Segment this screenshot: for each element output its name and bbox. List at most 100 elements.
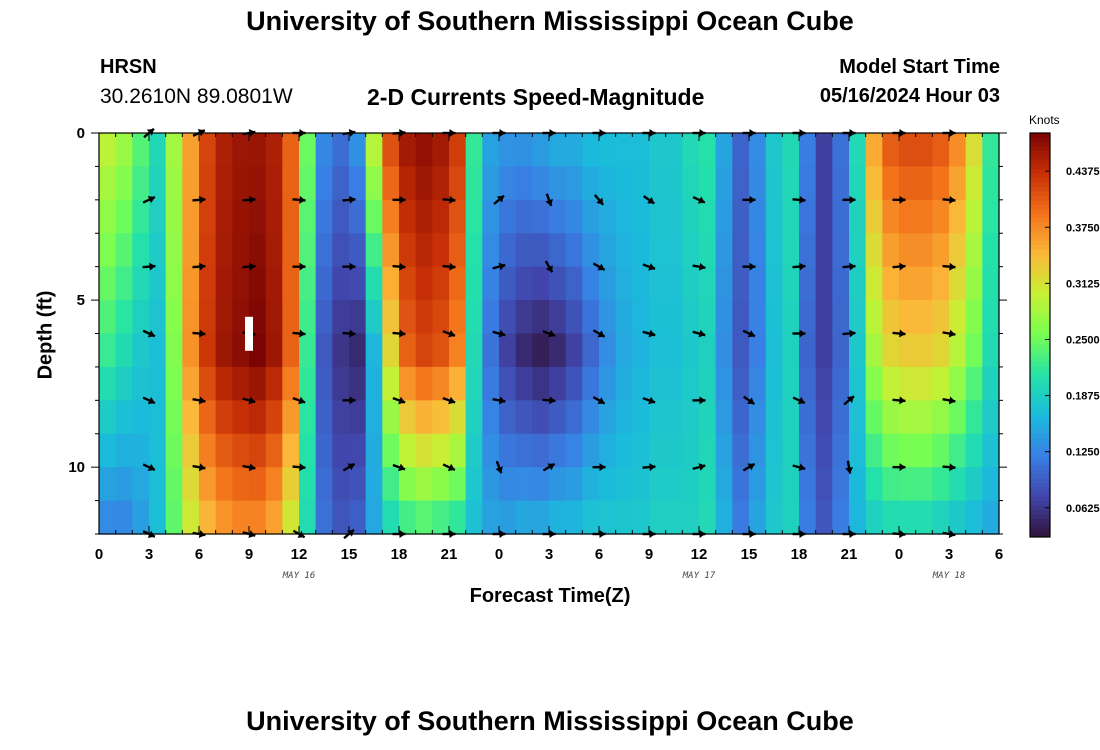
heatmap-cell — [115, 366, 133, 401]
chart-axes: 0 3 6 9 12 15 18 21 0 3 6 9 12 15 18 21 0 3 6 0 5 10 MAY 16 MAY… — [68, 125, 1007, 581]
heatmap-cell — [515, 500, 533, 535]
heatmap-cell — [449, 467, 467, 502]
heatmap-cell — [715, 400, 733, 435]
heatmap-cell — [865, 300, 883, 335]
current-vector — [842, 195, 856, 204]
heatmap-cell — [582, 400, 600, 435]
heatmap-cell — [649, 500, 667, 535]
heatmap-cell — [382, 199, 400, 234]
heatmap-cell — [115, 166, 133, 201]
heatmap-cell — [915, 467, 933, 502]
colorbar-segment — [1030, 254, 1050, 260]
vector-head — [198, 463, 206, 472]
vector-head — [747, 330, 755, 338]
current-vector — [843, 395, 855, 406]
colorbar-segment — [1030, 141, 1050, 147]
colorbar-segment — [1030, 343, 1050, 349]
heatmap-cell — [699, 467, 717, 502]
current-vector — [192, 396, 206, 405]
colorbar-segment — [1030, 213, 1050, 219]
heatmap-cell — [732, 433, 750, 468]
heatmap-cell — [132, 133, 150, 168]
heatmap-cell — [465, 233, 483, 268]
heatmap-cell — [432, 366, 450, 401]
vector-head — [398, 396, 406, 405]
current-vector — [442, 463, 456, 472]
vector-head — [747, 463, 755, 471]
vector-head — [747, 397, 755, 405]
heatmap-cell — [632, 366, 650, 401]
heatmap-cell — [832, 500, 850, 535]
heatmap-cell — [199, 233, 217, 268]
heatmap-cell — [665, 233, 683, 268]
heatmap-cell — [199, 133, 217, 168]
heatmap-cell — [499, 400, 517, 435]
heatmap-cell — [849, 467, 867, 502]
current-vector — [692, 262, 706, 271]
heatmap-cell — [549, 199, 567, 234]
heatmap-cell — [699, 266, 717, 301]
heatmap-cell — [532, 333, 550, 368]
colorbar-frame — [1029, 132, 1051, 538]
heatmap-cell — [799, 133, 817, 168]
current-vector — [192, 195, 206, 204]
heatmap-cell — [932, 266, 950, 301]
heatmap-cell — [899, 233, 917, 268]
heatmap-cell — [349, 166, 367, 201]
heatmap-cell — [232, 166, 250, 201]
heatmap-cell — [632, 400, 650, 435]
vector-head — [596, 197, 604, 205]
page-title: University of Southern Mississippi Ocean… — [246, 6, 854, 36]
heatmap-cell — [799, 333, 817, 368]
heatmap-cell — [549, 266, 567, 301]
heatmap-cell — [699, 400, 717, 435]
heatmap-cell — [599, 166, 617, 201]
heatmap-cell — [115, 467, 133, 502]
heatmap-cell — [415, 500, 433, 535]
heatmap-cell — [682, 433, 700, 468]
current-vector — [642, 329, 656, 338]
current-vector — [495, 460, 503, 474]
heatmap-cell — [232, 500, 250, 535]
heatmap-cell — [349, 233, 367, 268]
heatmap-cell — [732, 199, 750, 234]
current-vector — [442, 195, 456, 204]
colorbar-tick-label: 0.2500 — [1066, 334, 1100, 346]
colorbar-segment — [1030, 330, 1050, 336]
heatmap-cell — [399, 500, 417, 535]
heatmap-cell — [849, 199, 867, 234]
heatmap-cell — [649, 333, 667, 368]
heatmap-cell — [565, 467, 583, 502]
heatmap-cell — [332, 233, 350, 268]
heatmap-cell — [132, 400, 150, 435]
heatmap-cell — [132, 266, 150, 301]
heatmap-cell — [482, 433, 500, 468]
colorbar-segment — [1030, 335, 1050, 340]
vector-head — [249, 262, 256, 271]
current-vector — [292, 195, 306, 204]
colorbar-segment — [1030, 415, 1050, 421]
heatmap-cell — [249, 199, 267, 234]
heatmap-cell — [582, 233, 600, 268]
current-vector — [192, 262, 206, 271]
vector-head — [398, 463, 406, 472]
heatmap-cell — [849, 433, 867, 468]
heatmap-cell — [99, 166, 117, 201]
vector-head — [199, 262, 206, 271]
heatmap-cell — [865, 433, 883, 468]
current-vector — [792, 262, 806, 271]
heatmap-cell — [682, 166, 700, 201]
heatmap-cell — [365, 433, 383, 468]
colorbar-segment — [1030, 370, 1050, 376]
heatmap-cell — [582, 166, 600, 201]
colorbar-segment — [1030, 186, 1050, 192]
heatmap-cell — [682, 400, 700, 435]
heatmap-cell — [482, 400, 500, 435]
heatmap-cell — [432, 433, 450, 468]
heatmap-cell — [599, 433, 617, 468]
heatmap-cell — [865, 133, 883, 168]
heatmap-cell — [715, 199, 733, 234]
heatmap-cell — [299, 266, 317, 301]
heatmap-cell — [99, 433, 117, 468]
colorbar-segment — [1030, 133, 1050, 138]
